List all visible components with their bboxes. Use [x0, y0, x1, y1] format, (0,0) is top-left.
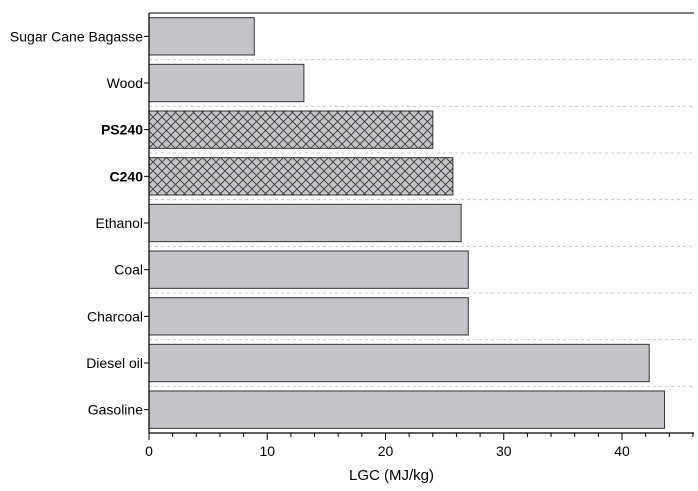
- category-labels: Sugar Cane Bagasse Wood PS240 C240 Ethanol Co…: [10, 28, 143, 417]
- bar-c240: [148, 157, 454, 196]
- category-label: Wood: [107, 75, 143, 91]
- bars: [148, 17, 666, 429]
- bar-wood: [148, 63, 305, 103]
- bar-charcoal: [148, 297, 469, 336]
- category-label: Sugar Cane Bagasse: [10, 28, 143, 44]
- category-label: PS240: [101, 122, 143, 138]
- bar-sugar-cane-bagasse: [148, 17, 255, 56]
- bar-ethanol: [148, 203, 462, 243]
- x-axis-title: LGC (MJ/kg): [349, 467, 434, 484]
- category-label: Gasoline: [88, 402, 143, 418]
- x-tick-label: 20: [378, 443, 394, 459]
- category-label: Diesel oil: [86, 355, 143, 371]
- x-tick-label: 0: [145, 443, 153, 459]
- bar-gasoline: [148, 390, 666, 429]
- bar-diesel-oil: [148, 343, 650, 383]
- x-tick-label: 10: [259, 443, 275, 459]
- category-label: Coal: [114, 262, 143, 278]
- bar-coal: [148, 250, 469, 289]
- x-ticks: 0 10 20 30 40: [144, 12, 694, 459]
- category-label: Charcoal: [87, 308, 143, 324]
- category-label: Ethanol: [96, 215, 143, 231]
- x-tick-label: 30: [496, 443, 512, 459]
- bar-ps240: [148, 110, 434, 149]
- category-label: C240: [110, 168, 144, 184]
- x-tick-label: 40: [614, 443, 630, 459]
